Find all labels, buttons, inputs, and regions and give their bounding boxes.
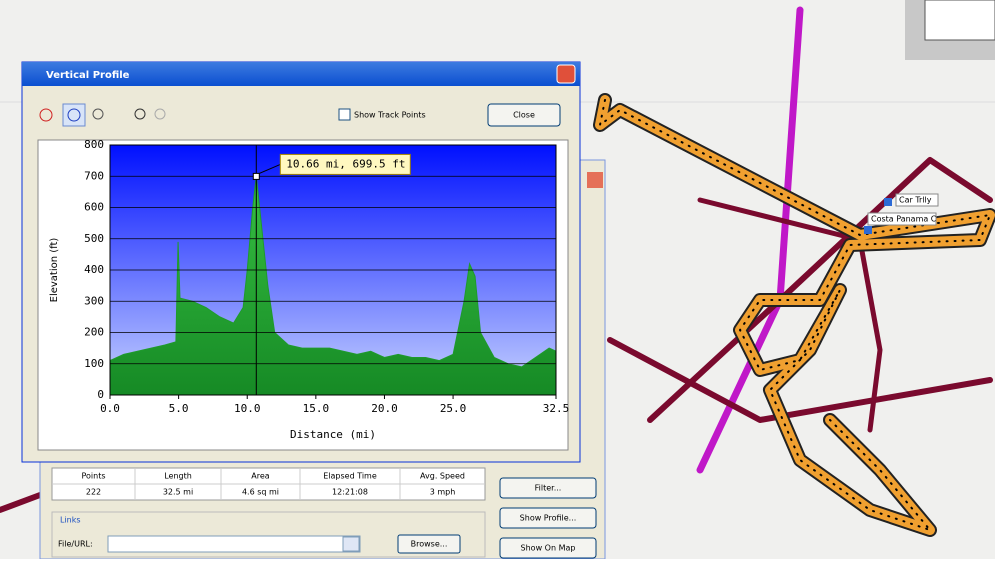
browse-button[interactable] [397, 534, 461, 554]
button[interactable] [499, 507, 597, 529]
links-title: Links [60, 516, 81, 525]
map-label: Costa Panama C [871, 215, 937, 224]
checkbox-label: Show Track Points [354, 111, 426, 120]
plot-frame [109, 144, 557, 396]
y-tick-label: 100 [84, 357, 104, 370]
x-axis-label: Distance (mi) [290, 428, 376, 441]
x-tick-label: 15.0 [303, 402, 330, 415]
browse-label: Browse... [411, 540, 448, 549]
file-input[interactable] [107, 535, 361, 553]
x-tick-label: 5.0 [169, 402, 189, 415]
waypoint-icon [884, 198, 892, 206]
button[interactable] [499, 477, 597, 499]
marker [252, 172, 260, 180]
stats-header: Avg. Speed [420, 472, 465, 481]
stats-value: 3 mph [430, 488, 456, 497]
map-label: Car Trlly [899, 196, 932, 205]
stats-header: Elapsed Time [323, 472, 377, 481]
stats-value: 4.6 sq mi [242, 488, 279, 497]
x-tick-label: 32.5 [543, 402, 570, 415]
dropdown[interactable] [342, 536, 360, 552]
checkbox[interactable] [338, 108, 351, 121]
y-axis-label: Elevation (ft) [49, 238, 60, 303]
y-tick-label: 200 [84, 326, 104, 339]
y-tick-label: 0 [97, 388, 104, 401]
map-tracks [0, 6, 995, 537]
button-label: Filter... [535, 484, 562, 493]
x-tick-label: 25.0 [440, 402, 467, 415]
y-tick-label: 600 [84, 201, 104, 214]
button-label: Show On Map [521, 544, 576, 553]
button[interactable] [499, 537, 597, 559]
tool[interactable] [62, 103, 86, 127]
map-label-box [895, 193, 939, 207]
y-tick-label: 500 [84, 232, 104, 245]
y-tick-label: 800 [84, 138, 104, 151]
track [697, 197, 883, 433]
map-label-box [867, 212, 937, 226]
callout-text: 10.66 mi, 699.5 ft [286, 157, 405, 170]
callout-box [279, 153, 411, 175]
links-group [51, 511, 486, 558]
map-widget-inner [924, 0, 995, 41]
close-button[interactable] [487, 103, 561, 127]
callout-line [259, 163, 281, 174]
route-points [599, 99, 991, 531]
toolbar [39, 103, 166, 127]
tool[interactable] [92, 108, 104, 120]
button-label: Show Profile... [520, 514, 577, 523]
stats-value: 32.5 mi [163, 488, 193, 497]
waypoint-icon [864, 226, 872, 234]
tool[interactable] [134, 108, 146, 120]
title-close[interactable] [556, 64, 576, 84]
stats-header: Points [81, 472, 105, 481]
y-tick-label: 400 [84, 263, 104, 276]
close-icon[interactable] [587, 172, 603, 188]
title-bar [22, 62, 580, 86]
stats-value: 12:21:08 [332, 488, 368, 497]
elevation-area [109, 176, 557, 396]
chart: 0 100 200 300 400 500 600 700 800 0.0 5.0 10.0 15.0 2… [49, 138, 569, 441]
close-label: Close [513, 111, 535, 120]
y-tick-label: 700 [84, 169, 104, 182]
ui-extras: Points 222 Length 32.5 mi Area 4.6 sq mi Elaps… [81, 468, 597, 559]
x-tick-label: 0.0 [100, 402, 120, 415]
stats-header: Length [164, 472, 192, 481]
tool[interactable] [39, 108, 53, 122]
file-label: File/URL: [58, 540, 93, 549]
y-tick-label: 300 [84, 294, 104, 307]
track [607, 337, 993, 423]
x-tick-label: 10.0 [234, 402, 261, 415]
tool[interactable] [154, 108, 166, 120]
dialog-title: Vertical Profile [46, 70, 130, 81]
stats-value: 222 [86, 488, 101, 497]
x-tick-label: 20.0 [371, 402, 398, 415]
stats-header: Area [251, 472, 270, 481]
track [0, 492, 43, 513]
tool[interactable] [67, 108, 81, 122]
